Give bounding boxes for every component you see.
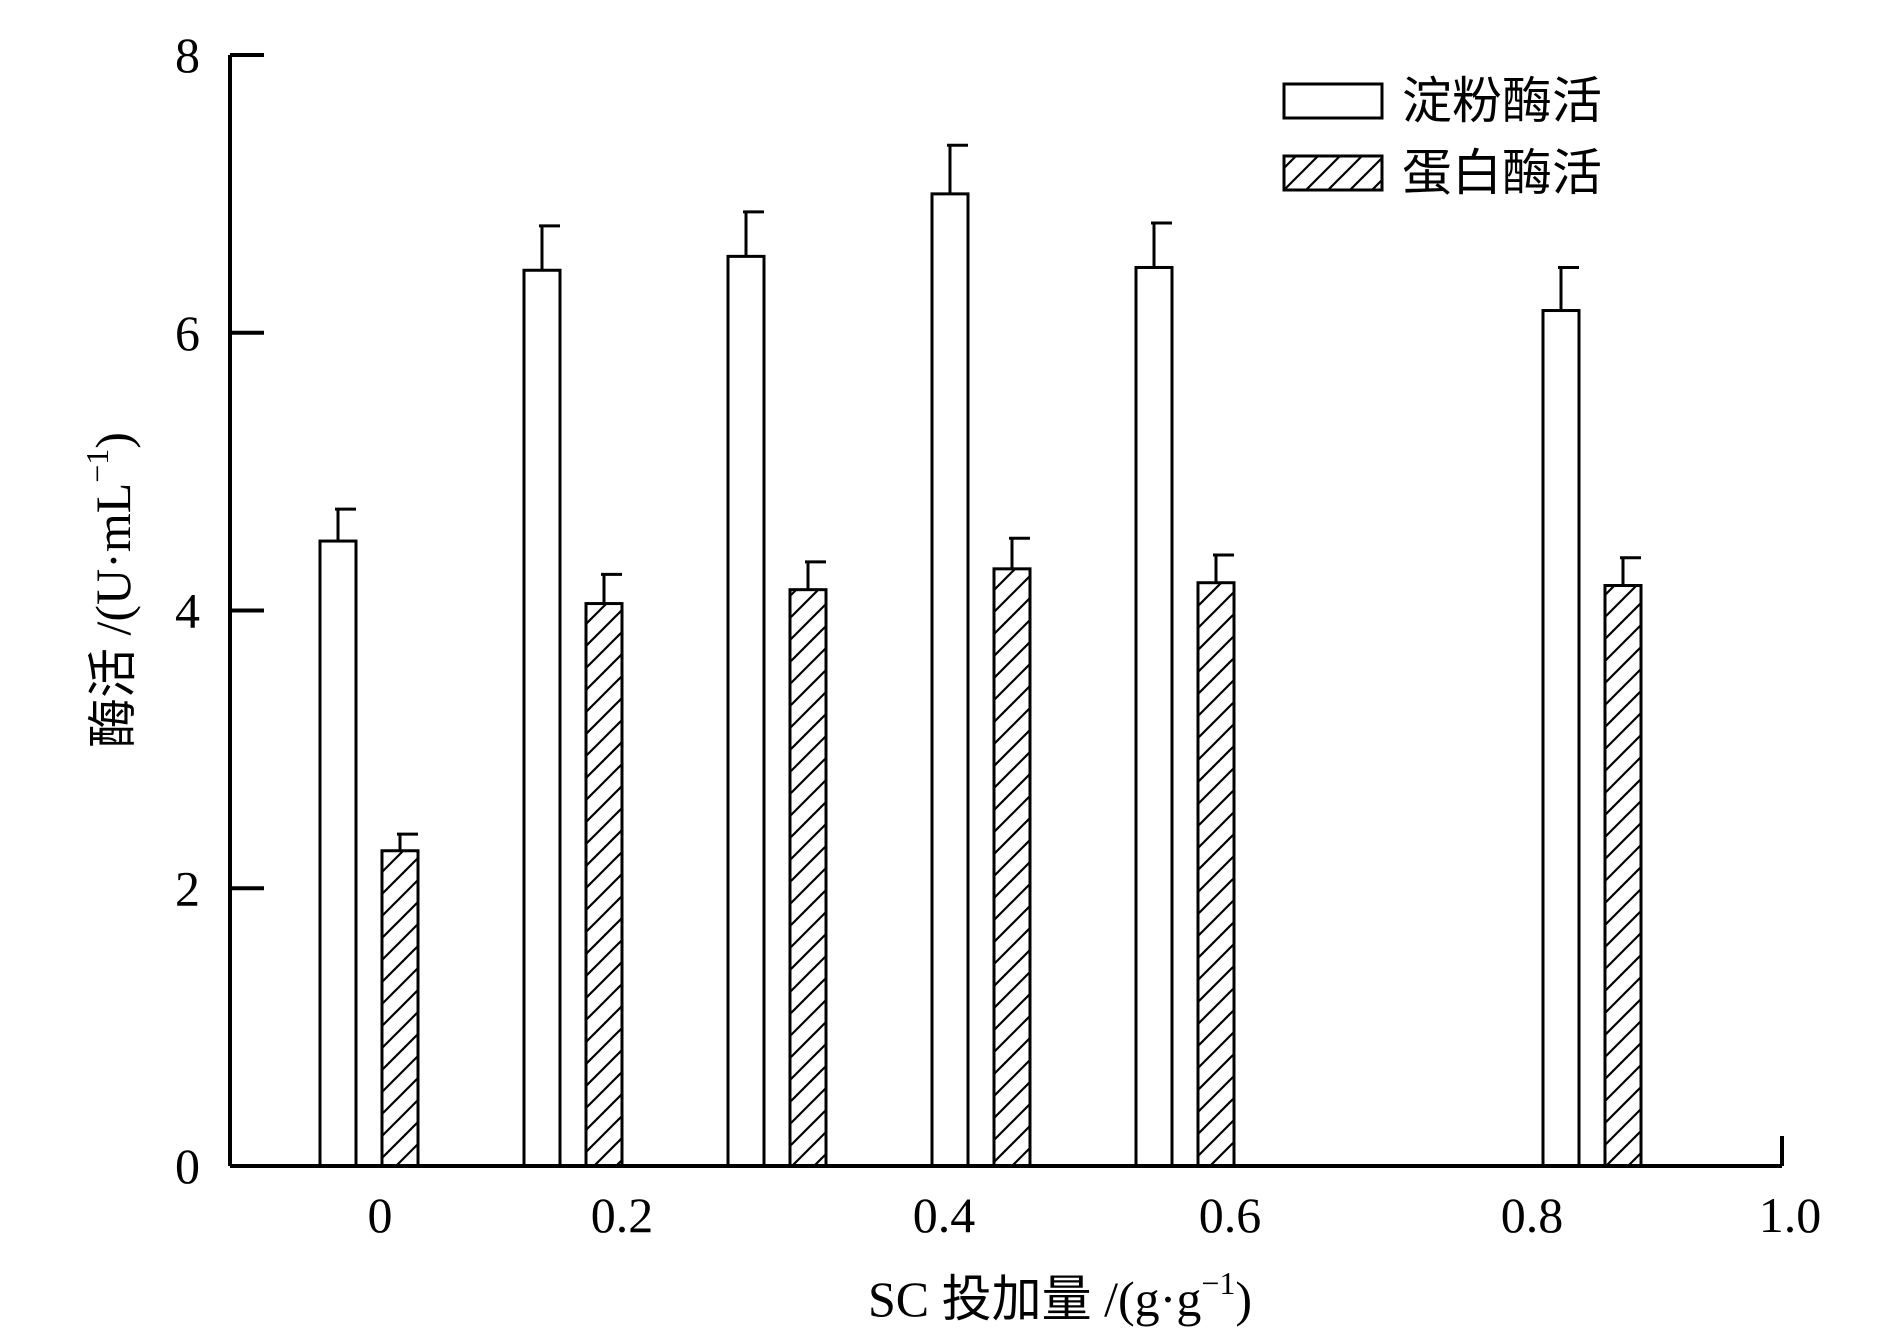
legend-swatch-starch xyxy=(1282,82,1384,120)
legend-swatch-protease xyxy=(1282,154,1384,192)
bars-layer xyxy=(318,143,1643,1168)
legend-label-starch: 淀粉酶活 xyxy=(1402,72,1602,130)
x-tick-label-2: 0.4 xyxy=(913,1187,976,1243)
bar-protease-0 xyxy=(380,849,420,1168)
bar-protease-3 xyxy=(992,567,1032,1168)
y-ticks: 0 2 4 6 8 xyxy=(175,27,264,1194)
x-axis-title-main: SC 投加量 /(g·g xyxy=(868,1271,1201,1327)
y-axis-title: 酶活 /(U·mL−1) xyxy=(79,432,141,748)
bar-starch-0 xyxy=(318,539,358,1168)
legend: 淀粉酶活 蛋白酶活 xyxy=(1282,72,1602,202)
bar-protease-2 xyxy=(788,588,828,1168)
x-tick-label-5: 1.0 xyxy=(1759,1187,1822,1243)
bar-starch-3 xyxy=(930,192,970,1168)
y-axis-title-sup: −1 xyxy=(79,449,115,483)
x-tick-label-0: 0 xyxy=(368,1187,393,1243)
bar-protease-4 xyxy=(1196,581,1236,1168)
x-axis-title-end: ) xyxy=(1235,1271,1252,1327)
bar-starch-1 xyxy=(522,268,562,1168)
x-axis-title: SC 投加量 /(g·g−1) xyxy=(868,1265,1252,1327)
y-tick-label-4: 8 xyxy=(175,27,200,83)
x-tick-label-4: 0.8 xyxy=(1501,1187,1564,1243)
x-tick-label-3: 0.6 xyxy=(1199,1187,1262,1243)
bar-starch-5 xyxy=(1541,309,1581,1168)
y-axis-title-end: ) xyxy=(85,432,141,449)
bar-starch-4 xyxy=(1134,265,1174,1168)
legend-label-protease: 蛋白酶活 xyxy=(1402,144,1602,202)
bar-protease-5 xyxy=(1603,584,1643,1168)
y-tick-label-2: 4 xyxy=(175,583,200,639)
y-tick-label-3: 6 xyxy=(175,305,200,361)
y-tick-label-1: 2 xyxy=(175,860,200,916)
x-axis-title-sup: −1 xyxy=(1201,1265,1235,1301)
bar-protease-1 xyxy=(584,602,624,1168)
y-tick-label-0: 0 xyxy=(175,1138,200,1194)
bar-starch-2 xyxy=(726,254,766,1168)
x-tick-label-1: 0.2 xyxy=(591,1187,654,1243)
y-axis-title-main: 酶活 /(U·mL xyxy=(85,483,141,748)
x-ticks: 0 0.2 0.4 0.6 0.8 1.0 xyxy=(368,1187,1822,1243)
